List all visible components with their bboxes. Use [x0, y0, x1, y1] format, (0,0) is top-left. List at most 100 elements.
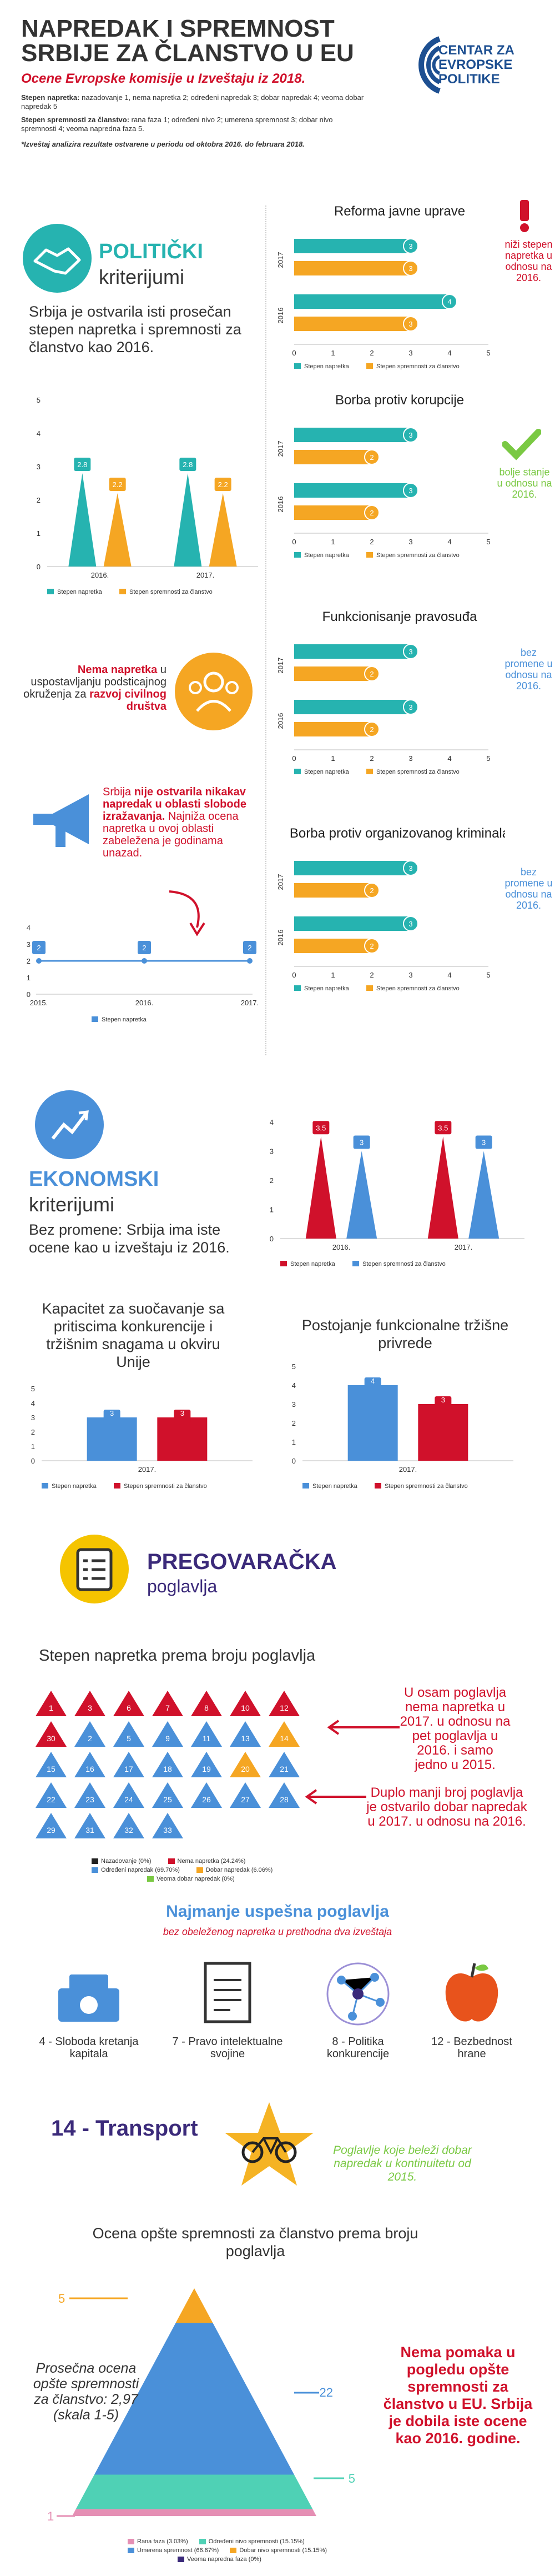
economic-summary: Bez promene: Srbija ima iste ocene kao u…	[29, 1221, 230, 1256]
chapter-triangle	[191, 1752, 222, 1777]
data-label-bg	[403, 427, 418, 443]
chapter-triangle	[113, 1691, 144, 1716]
chapter-triangle	[113, 1752, 144, 1777]
pyramid-average: Prosečna ocena opšte spremnosti za člans…	[33, 2361, 139, 2423]
data-label: 3	[441, 1396, 445, 1404]
data-label: 2.8	[77, 460, 87, 469]
readiness-scale-note: Stepen spremnosti za članstvo: rana faza…	[21, 116, 333, 133]
chapter-number: 3	[88, 1703, 92, 1712]
bicycle-icon	[225, 2102, 314, 2186]
x-tick-label: 0	[292, 971, 296, 979]
no-progress-note: U osam poglavlja nema napretka u 2017. u…	[400, 1685, 511, 1772]
legend-swatch	[366, 363, 373, 369]
x-tick-label: 3	[408, 538, 412, 546]
legend-label: Stepen napretka	[312, 1483, 358, 1490]
data-label: 3.5	[438, 1124, 448, 1132]
pyramid-segment	[75, 2474, 313, 2509]
data-point	[247, 958, 253, 964]
data-label-bg	[364, 1377, 381, 1391]
y-tick-label: 0	[37, 563, 41, 571]
data-label: 2.2	[218, 480, 228, 489]
chapter-triangle	[230, 1752, 261, 1777]
chapter-triangle	[36, 1782, 67, 1808]
chart-bar	[346, 1151, 377, 1239]
legend-label: Stepen spremnosti za članstvo	[376, 552, 460, 559]
data-label-bg	[364, 721, 380, 737]
network-icon	[326, 1962, 390, 2026]
chapter-triangle	[152, 1721, 183, 1747]
y-tick-label: 2	[270, 1176, 274, 1185]
data-label: 3	[408, 920, 412, 928]
chapter-triangle	[269, 1721, 300, 1747]
eco-chart1-title: Kapacitet za suočavanje sa pritiscima ko…	[42, 1300, 225, 1370]
political-subtitle: kriterijumi	[99, 265, 185, 288]
chapter-triangle	[152, 1752, 183, 1777]
chart-bar	[305, 1136, 336, 1239]
x-tick-label: 2017.	[196, 571, 215, 579]
chapter-triangle	[74, 1813, 105, 1838]
chapter-number: 33	[163, 1826, 172, 1835]
data-label: 3	[408, 648, 412, 656]
data-label: 3.5	[316, 1124, 326, 1132]
data-label: 3	[408, 320, 412, 328]
data-label-bg	[312, 1121, 330, 1135]
data-label: 3	[408, 864, 412, 873]
y-tick-label: 3	[31, 1414, 35, 1422]
chapter-triangle	[152, 1782, 183, 1808]
data-label-bg	[174, 1410, 191, 1423]
corruption-chart: Borba protiv korupcije 2017 3 2 2016 3 2 0 1 2 3 4 5…	[276, 393, 491, 559]
chart-bar	[294, 483, 411, 498]
x-tick-label: 4	[447, 349, 451, 357]
data-label: 3	[408, 487, 412, 495]
x-tick-label: 2016.	[332, 1243, 351, 1251]
data-label: 3	[408, 431, 412, 439]
x-tick-label: 3	[408, 349, 412, 357]
x-tick-label: 2	[370, 971, 374, 979]
data-label: 2	[370, 725, 374, 734]
y-tick-label: 2017	[276, 252, 285, 268]
y-tick-label: 2	[27, 957, 31, 965]
x-tick-label: 3	[408, 971, 412, 979]
chart-bar	[418, 1404, 468, 1461]
pyramid-label: 1	[47, 2509, 54, 2523]
data-label: 4	[371, 1377, 375, 1385]
chapter-triangle	[191, 1721, 222, 1747]
transport-note: Poglavlje koje beleži dobar napredak u k…	[333, 2144, 472, 2183]
data-label-bg	[442, 294, 457, 309]
economic-title: EKONOMSKI	[29, 1167, 159, 1191]
data-label: 2	[248, 944, 251, 952]
chapter-number: 20	[241, 1765, 250, 1773]
data-label-bg	[109, 478, 126, 491]
people-group-icon	[175, 653, 253, 730]
legend-label: Stepen napretka	[304, 552, 350, 559]
apple-icon	[445, 1963, 498, 2022]
chapter-number: 6	[127, 1703, 131, 1712]
data-label: 3	[110, 1409, 114, 1417]
megaphone-icon	[33, 794, 89, 847]
legend-swatch	[42, 1483, 48, 1489]
chart-bar	[294, 239, 411, 253]
data-label-bg	[138, 941, 151, 954]
chart-bar	[427, 1136, 458, 1239]
x-tick-label: 5	[486, 754, 490, 763]
legend-label: Stepen spremnosti za članstvo	[385, 1483, 468, 1490]
y-tick-label: 2017	[276, 874, 285, 890]
chapter-number: 18	[163, 1765, 172, 1773]
page-title: NAPREDAK I SPREMNOST SRBIJE ZA ČLANSTVO …	[21, 15, 354, 67]
chart-title: Borba protiv organizovanog kriminala	[290, 826, 505, 841]
data-label: 2.2	[113, 480, 123, 489]
chapter-number: 22	[47, 1795, 56, 1804]
chart-bar	[294, 722, 372, 736]
chapter-number: 12	[280, 1703, 289, 1712]
chapter-triangle	[36, 1721, 67, 1747]
chart-bar	[468, 1151, 500, 1239]
x-tick-label: 5	[486, 538, 490, 546]
chapter-triangle	[230, 1782, 261, 1808]
chapter-number: 16	[85, 1765, 94, 1773]
data-label-bg	[103, 1410, 120, 1423]
x-tick-label: 0	[292, 538, 296, 546]
chart-bar	[294, 700, 411, 714]
chapter-number: 26	[202, 1795, 211, 1804]
chapters-grid-title: Stepen napretka prema broju poglavlja	[39, 1647, 316, 1665]
